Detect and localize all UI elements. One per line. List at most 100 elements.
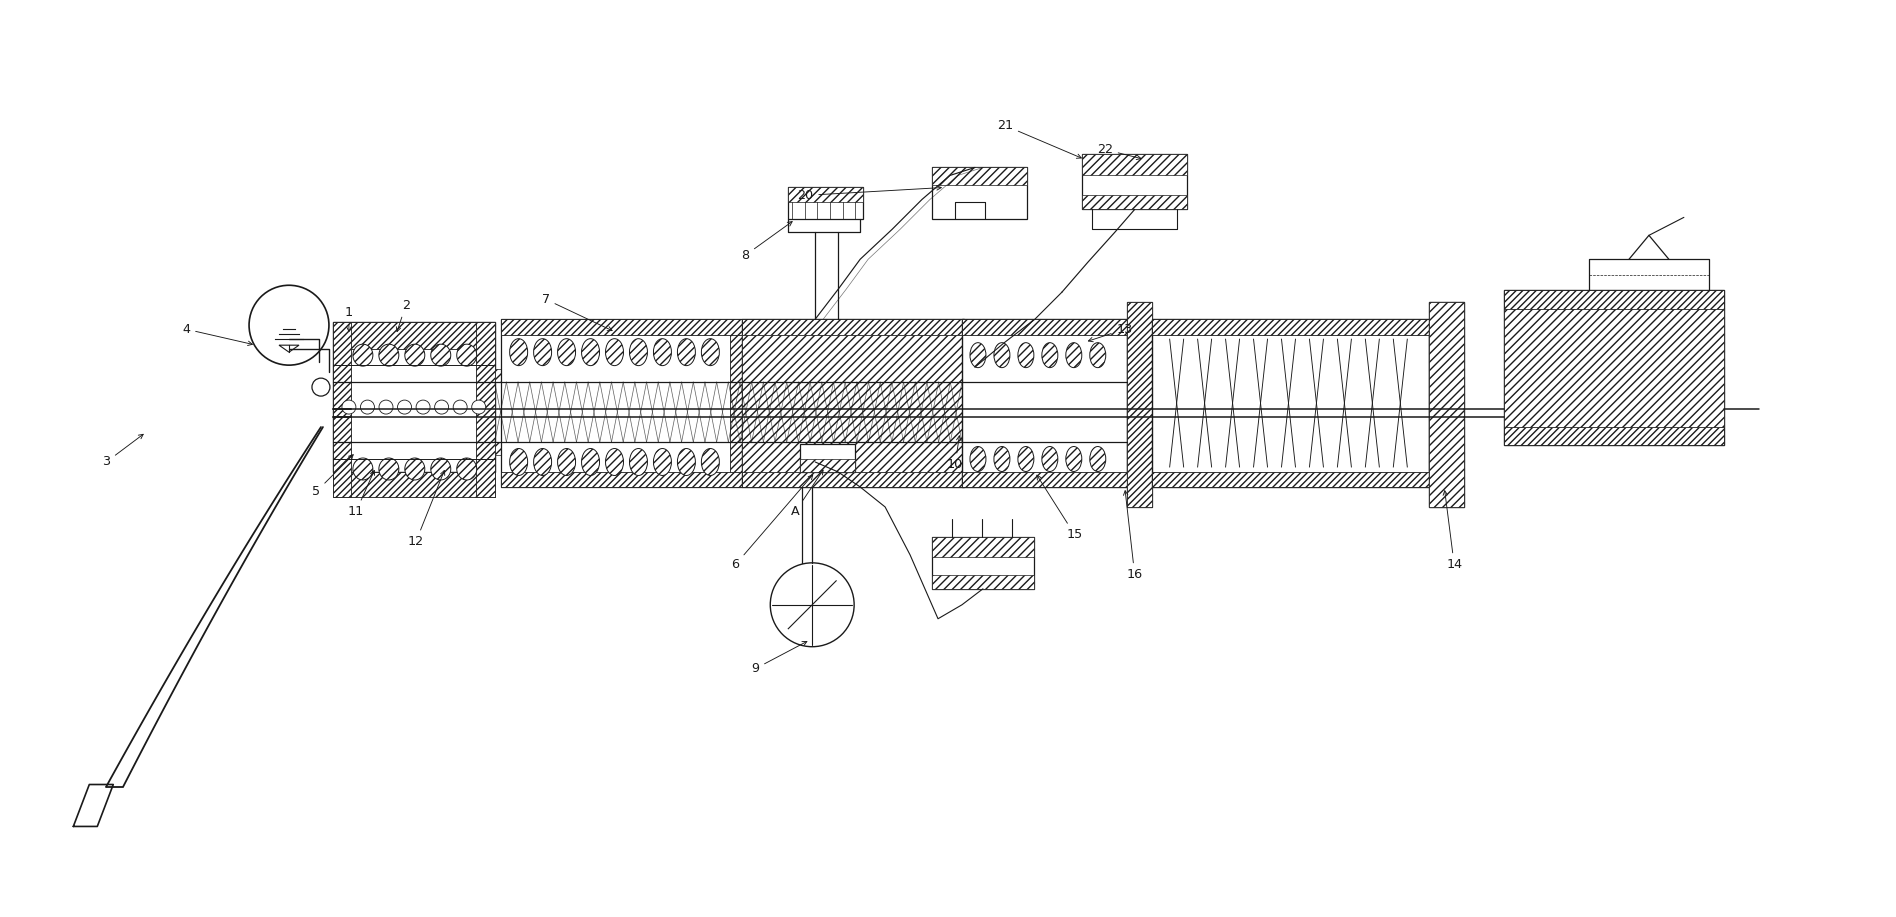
Circle shape: [472, 400, 485, 414]
Ellipse shape: [654, 338, 671, 366]
Bar: [1126, 303, 1151, 507]
Polygon shape: [334, 322, 495, 349]
Circle shape: [341, 400, 356, 414]
Polygon shape: [476, 322, 495, 497]
Polygon shape: [1083, 154, 1187, 175]
Polygon shape: [501, 319, 743, 336]
Bar: [933, 168, 1028, 219]
Text: 22: 22: [1096, 143, 1141, 160]
Polygon shape: [933, 575, 1033, 589]
Ellipse shape: [510, 448, 527, 476]
Polygon shape: [743, 336, 963, 472]
Text: A: A: [791, 470, 823, 518]
Ellipse shape: [1066, 447, 1083, 471]
Text: 2: 2: [396, 299, 410, 332]
Text: 20: 20: [796, 185, 940, 202]
Text: 10: 10: [946, 436, 963, 471]
Polygon shape: [743, 472, 963, 487]
Ellipse shape: [677, 448, 696, 476]
Ellipse shape: [677, 338, 696, 366]
Ellipse shape: [582, 338, 599, 366]
Circle shape: [360, 400, 374, 414]
Ellipse shape: [629, 338, 647, 366]
Text: 9: 9: [751, 642, 808, 675]
Ellipse shape: [629, 448, 647, 476]
Text: 15: 15: [1037, 475, 1083, 541]
Bar: [743, 319, 963, 487]
Text: 21: 21: [997, 119, 1081, 159]
Ellipse shape: [406, 344, 425, 366]
Ellipse shape: [353, 458, 374, 480]
Ellipse shape: [1018, 343, 1033, 368]
Ellipse shape: [1066, 343, 1083, 368]
Polygon shape: [495, 370, 961, 382]
Polygon shape: [961, 319, 1126, 336]
Ellipse shape: [582, 448, 599, 476]
Ellipse shape: [1090, 447, 1105, 471]
Polygon shape: [501, 472, 743, 487]
Ellipse shape: [1090, 343, 1105, 368]
Polygon shape: [1151, 319, 1430, 336]
Bar: [933, 536, 1033, 589]
Text: 16: 16: [1124, 491, 1143, 581]
Bar: [334, 322, 495, 472]
Ellipse shape: [994, 343, 1011, 368]
Ellipse shape: [605, 338, 624, 366]
Ellipse shape: [654, 448, 671, 476]
Polygon shape: [1504, 291, 1723, 309]
Ellipse shape: [353, 344, 374, 366]
Ellipse shape: [557, 338, 576, 366]
Ellipse shape: [971, 343, 986, 368]
Circle shape: [313, 378, 330, 396]
Circle shape: [434, 400, 449, 414]
Ellipse shape: [1018, 447, 1033, 471]
Ellipse shape: [457, 344, 476, 366]
Circle shape: [379, 400, 392, 414]
Text: 1: 1: [345, 305, 353, 331]
Ellipse shape: [510, 338, 527, 366]
Ellipse shape: [1043, 343, 1058, 368]
Text: 4: 4: [182, 323, 252, 346]
Polygon shape: [495, 442, 961, 455]
Polygon shape: [1151, 472, 1430, 487]
Text: 13: 13: [1088, 323, 1132, 342]
Bar: [1504, 291, 1723, 445]
Circle shape: [398, 400, 411, 414]
Bar: [501, 319, 743, 487]
Text: 3: 3: [102, 435, 144, 469]
Polygon shape: [730, 319, 743, 487]
Polygon shape: [933, 536, 1033, 557]
Polygon shape: [334, 322, 351, 497]
Circle shape: [453, 400, 466, 414]
Bar: [1430, 303, 1464, 507]
Polygon shape: [789, 187, 863, 203]
Polygon shape: [933, 168, 1028, 185]
Text: 7: 7: [542, 293, 612, 331]
Polygon shape: [1504, 309, 1723, 427]
Circle shape: [248, 285, 328, 365]
Circle shape: [415, 400, 430, 414]
Text: 12: 12: [408, 470, 446, 548]
Ellipse shape: [605, 448, 624, 476]
Ellipse shape: [533, 338, 552, 366]
Bar: [961, 319, 1126, 487]
Text: 14: 14: [1443, 491, 1462, 571]
Circle shape: [770, 563, 853, 646]
Polygon shape: [1126, 303, 1151, 507]
Text: 11: 11: [347, 470, 375, 518]
Ellipse shape: [457, 458, 476, 480]
Polygon shape: [800, 459, 855, 472]
Ellipse shape: [557, 448, 576, 476]
Polygon shape: [1504, 427, 1723, 445]
Text: 5: 5: [313, 455, 353, 499]
Polygon shape: [334, 472, 495, 497]
Ellipse shape: [971, 447, 986, 471]
Ellipse shape: [1043, 447, 1058, 471]
Ellipse shape: [379, 458, 398, 480]
Ellipse shape: [430, 458, 451, 480]
Ellipse shape: [430, 344, 451, 366]
Ellipse shape: [406, 458, 425, 480]
Ellipse shape: [994, 447, 1011, 471]
Text: 6: 6: [732, 475, 813, 571]
Bar: [789, 187, 863, 219]
